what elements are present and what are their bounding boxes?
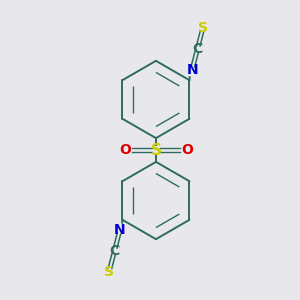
Text: N: N bbox=[114, 223, 126, 237]
Text: O: O bbox=[181, 143, 193, 157]
Text: C: C bbox=[192, 42, 203, 56]
Text: O: O bbox=[119, 143, 131, 157]
Text: S: S bbox=[198, 21, 208, 35]
Text: S: S bbox=[150, 142, 161, 158]
Text: N: N bbox=[186, 63, 198, 77]
Text: C: C bbox=[109, 244, 120, 258]
Text: S: S bbox=[104, 265, 114, 279]
